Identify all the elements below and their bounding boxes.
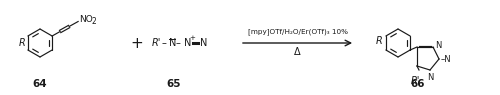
Text: N: N	[200, 38, 207, 48]
Text: –: –	[176, 38, 181, 48]
Text: R: R	[375, 36, 382, 46]
Text: R': R'	[152, 38, 162, 48]
Text: N: N	[184, 38, 192, 48]
Text: 66: 66	[411, 79, 425, 89]
Text: Δ: Δ	[294, 47, 301, 57]
Text: N: N	[435, 42, 442, 51]
Text: 2: 2	[92, 17, 96, 27]
Text: N: N	[169, 38, 176, 48]
Text: R: R	[18, 38, 25, 48]
Text: NO: NO	[79, 15, 93, 25]
Text: –N: –N	[441, 55, 452, 63]
Text: 65: 65	[167, 79, 181, 89]
Text: +: +	[190, 36, 196, 42]
Text: N: N	[427, 73, 433, 82]
Text: R': R'	[410, 76, 420, 86]
Text: 64: 64	[32, 79, 48, 89]
Text: –: –	[162, 38, 167, 48]
Text: +: +	[130, 36, 143, 51]
Text: [mpy]OTf/H₂O/Er(OTf)₃ 10%: [mpy]OTf/H₂O/Er(OTf)₃ 10%	[248, 29, 348, 35]
